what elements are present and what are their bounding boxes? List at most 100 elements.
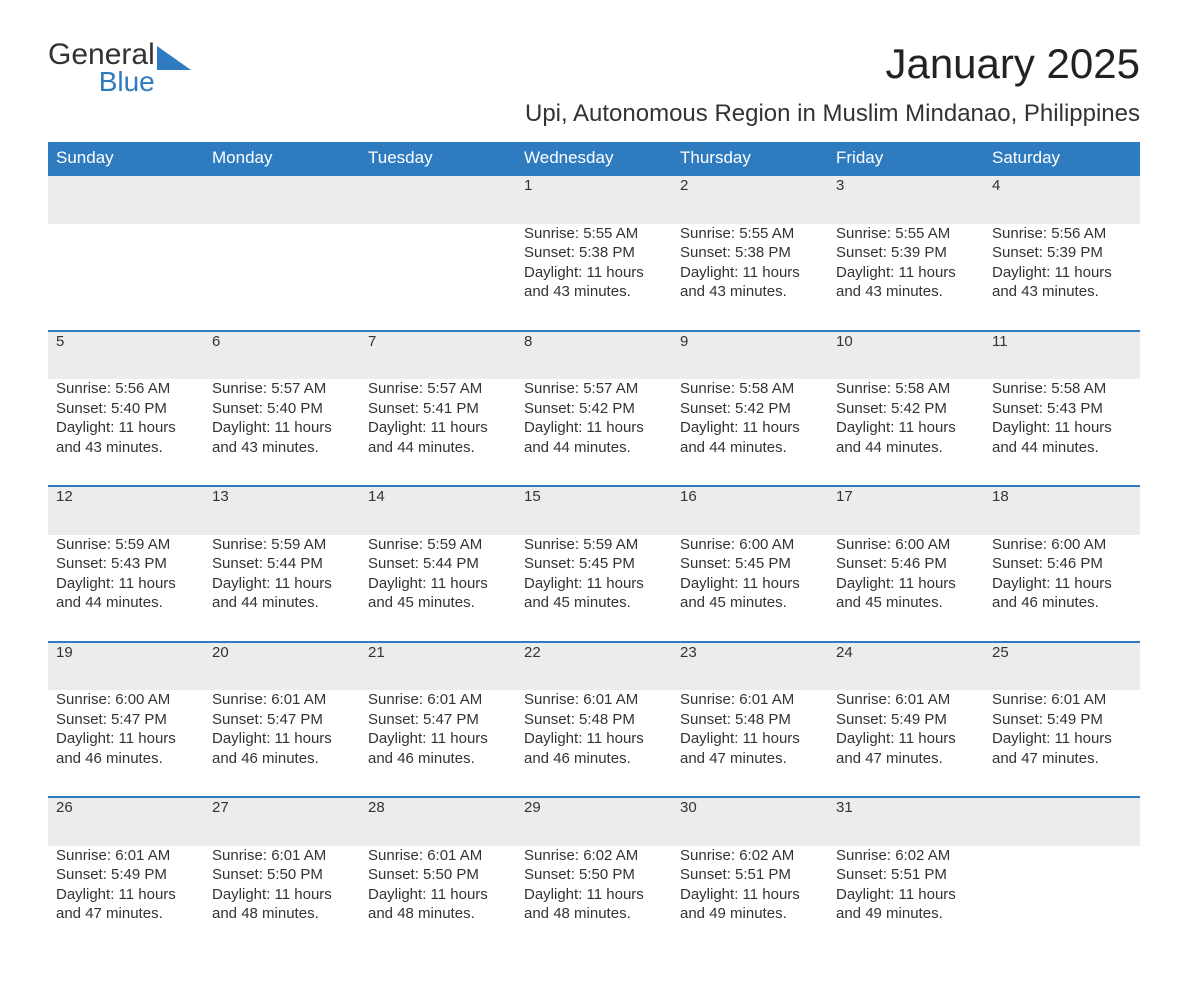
weekday-header: Tuesday	[360, 142, 516, 175]
day-info-row: Sunrise: 6:00 AMSunset: 5:47 PMDaylight:…	[48, 690, 1140, 797]
sunrise-text: Sunrise: 6:01 AM	[680, 690, 820, 710]
day-number-cell: 20	[204, 642, 360, 691]
day-number-cell: 30	[672, 797, 828, 846]
day-number-cell: 11	[984, 331, 1140, 380]
weekday-header: Sunday	[48, 142, 204, 175]
sunset-text: Sunset: 5:49 PM	[992, 710, 1132, 730]
day-number-cell: 10	[828, 331, 984, 380]
sunset-text: Sunset: 5:47 PM	[212, 710, 352, 730]
sunset-text: Sunset: 5:50 PM	[368, 865, 508, 885]
sunrise-text: Sunrise: 5:58 AM	[680, 379, 820, 399]
daylight-text: Daylight: 11 hours and 43 minutes.	[992, 263, 1132, 302]
day-number-cell: 26	[48, 797, 204, 846]
daylight-text: Daylight: 11 hours and 43 minutes.	[524, 263, 664, 302]
daylight-text: Daylight: 11 hours and 47 minutes.	[680, 729, 820, 768]
day-info-row: Sunrise: 5:59 AMSunset: 5:43 PMDaylight:…	[48, 535, 1140, 642]
day-info-cell: Sunrise: 6:02 AMSunset: 5:50 PMDaylight:…	[516, 846, 672, 952]
day-info-cell: Sunrise: 6:01 AMSunset: 5:49 PMDaylight:…	[828, 690, 984, 797]
sunrise-text: Sunrise: 6:01 AM	[368, 690, 508, 710]
day-number-cell: 17	[828, 486, 984, 535]
day-number-cell: 19	[48, 642, 204, 691]
sunrise-text: Sunrise: 5:59 AM	[524, 535, 664, 555]
sunset-text: Sunset: 5:39 PM	[992, 243, 1132, 263]
day-number-cell: 22	[516, 642, 672, 691]
daylight-text: Daylight: 11 hours and 45 minutes.	[524, 574, 664, 613]
sunset-text: Sunset: 5:49 PM	[56, 865, 196, 885]
day-info-cell	[204, 224, 360, 331]
day-number-cell: 2	[672, 175, 828, 224]
sunrise-text: Sunrise: 5:57 AM	[368, 379, 508, 399]
sunset-text: Sunset: 5:43 PM	[992, 399, 1132, 419]
day-number-cell	[984, 797, 1140, 846]
sunset-text: Sunset: 5:39 PM	[836, 243, 976, 263]
day-info-cell: Sunrise: 5:57 AMSunset: 5:40 PMDaylight:…	[204, 379, 360, 486]
sunrise-text: Sunrise: 6:00 AM	[680, 535, 820, 555]
sunrise-text: Sunrise: 6:02 AM	[524, 846, 664, 866]
day-number-cell: 3	[828, 175, 984, 224]
sunset-text: Sunset: 5:38 PM	[680, 243, 820, 263]
sunrise-text: Sunrise: 6:00 AM	[836, 535, 976, 555]
day-number-row: 12131415161718	[48, 486, 1140, 535]
day-info-row: Sunrise: 5:55 AMSunset: 5:38 PMDaylight:…	[48, 224, 1140, 331]
day-number-cell	[204, 175, 360, 224]
day-number-cell: 15	[516, 486, 672, 535]
day-info-cell: Sunrise: 6:01 AMSunset: 5:49 PMDaylight:…	[984, 690, 1140, 797]
day-number-cell: 8	[516, 331, 672, 380]
daylight-text: Daylight: 11 hours and 46 minutes.	[212, 729, 352, 768]
sunset-text: Sunset: 5:51 PM	[836, 865, 976, 885]
sunset-text: Sunset: 5:42 PM	[836, 399, 976, 419]
weekday-header: Monday	[204, 142, 360, 175]
day-info-cell: Sunrise: 5:58 AMSunset: 5:43 PMDaylight:…	[984, 379, 1140, 486]
sunset-text: Sunset: 5:44 PM	[212, 554, 352, 574]
day-info-cell: Sunrise: 6:00 AMSunset: 5:47 PMDaylight:…	[48, 690, 204, 797]
sunrise-text: Sunrise: 5:59 AM	[56, 535, 196, 555]
sunrise-text: Sunrise: 5:57 AM	[212, 379, 352, 399]
daylight-text: Daylight: 11 hours and 44 minutes.	[56, 574, 196, 613]
day-number-cell: 23	[672, 642, 828, 691]
sunrise-text: Sunrise: 5:56 AM	[56, 379, 196, 399]
daylight-text: Daylight: 11 hours and 46 minutes.	[368, 729, 508, 768]
day-info-cell: Sunrise: 5:57 AMSunset: 5:41 PMDaylight:…	[360, 379, 516, 486]
day-info-row: Sunrise: 6:01 AMSunset: 5:49 PMDaylight:…	[48, 846, 1140, 952]
sunrise-text: Sunrise: 6:00 AM	[992, 535, 1132, 555]
day-info-cell	[984, 846, 1140, 952]
sunrise-text: Sunrise: 6:01 AM	[992, 690, 1132, 710]
day-info-cell: Sunrise: 5:56 AMSunset: 5:39 PMDaylight:…	[984, 224, 1140, 331]
daylight-text: Daylight: 11 hours and 44 minutes.	[836, 418, 976, 457]
day-number-cell: 28	[360, 797, 516, 846]
sunset-text: Sunset: 5:40 PM	[56, 399, 196, 419]
day-info-cell: Sunrise: 5:55 AMSunset: 5:38 PMDaylight:…	[672, 224, 828, 331]
daylight-text: Daylight: 11 hours and 44 minutes.	[212, 574, 352, 613]
daylight-text: Daylight: 11 hours and 43 minutes.	[680, 263, 820, 302]
day-number-cell: 21	[360, 642, 516, 691]
day-info-cell: Sunrise: 6:01 AMSunset: 5:48 PMDaylight:…	[516, 690, 672, 797]
day-number-cell: 18	[984, 486, 1140, 535]
day-info-cell: Sunrise: 6:00 AMSunset: 5:46 PMDaylight:…	[984, 535, 1140, 642]
day-info-cell: Sunrise: 6:02 AMSunset: 5:51 PMDaylight:…	[828, 846, 984, 952]
weekday-header: Saturday	[984, 142, 1140, 175]
daylight-text: Daylight: 11 hours and 43 minutes.	[836, 263, 976, 302]
day-info-cell: Sunrise: 5:55 AMSunset: 5:39 PMDaylight:…	[828, 224, 984, 331]
daylight-text: Daylight: 11 hours and 47 minutes.	[992, 729, 1132, 768]
day-info-cell: Sunrise: 5:58 AMSunset: 5:42 PMDaylight:…	[672, 379, 828, 486]
day-number-cell: 27	[204, 797, 360, 846]
sunrise-text: Sunrise: 5:55 AM	[680, 224, 820, 244]
day-info-cell: Sunrise: 5:56 AMSunset: 5:40 PMDaylight:…	[48, 379, 204, 486]
sunset-text: Sunset: 5:46 PM	[836, 554, 976, 574]
weekday-header: Wednesday	[516, 142, 672, 175]
sunrise-text: Sunrise: 5:55 AM	[524, 224, 664, 244]
sunrise-text: Sunrise: 6:01 AM	[212, 690, 352, 710]
sunrise-text: Sunrise: 5:58 AM	[836, 379, 976, 399]
day-info-cell: Sunrise: 5:55 AMSunset: 5:38 PMDaylight:…	[516, 224, 672, 331]
day-info-cell: Sunrise: 6:01 AMSunset: 5:47 PMDaylight:…	[360, 690, 516, 797]
daylight-text: Daylight: 11 hours and 47 minutes.	[836, 729, 976, 768]
sunset-text: Sunset: 5:45 PM	[524, 554, 664, 574]
day-info-cell: Sunrise: 6:01 AMSunset: 5:50 PMDaylight:…	[204, 846, 360, 952]
day-info-cell: Sunrise: 5:59 AMSunset: 5:44 PMDaylight:…	[360, 535, 516, 642]
daylight-text: Daylight: 11 hours and 45 minutes.	[368, 574, 508, 613]
day-info-cell: Sunrise: 5:59 AMSunset: 5:43 PMDaylight:…	[48, 535, 204, 642]
day-info-cell: Sunrise: 6:01 AMSunset: 5:47 PMDaylight:…	[204, 690, 360, 797]
day-number-cell: 4	[984, 175, 1140, 224]
sunrise-text: Sunrise: 5:57 AM	[524, 379, 664, 399]
day-number-cell	[360, 175, 516, 224]
